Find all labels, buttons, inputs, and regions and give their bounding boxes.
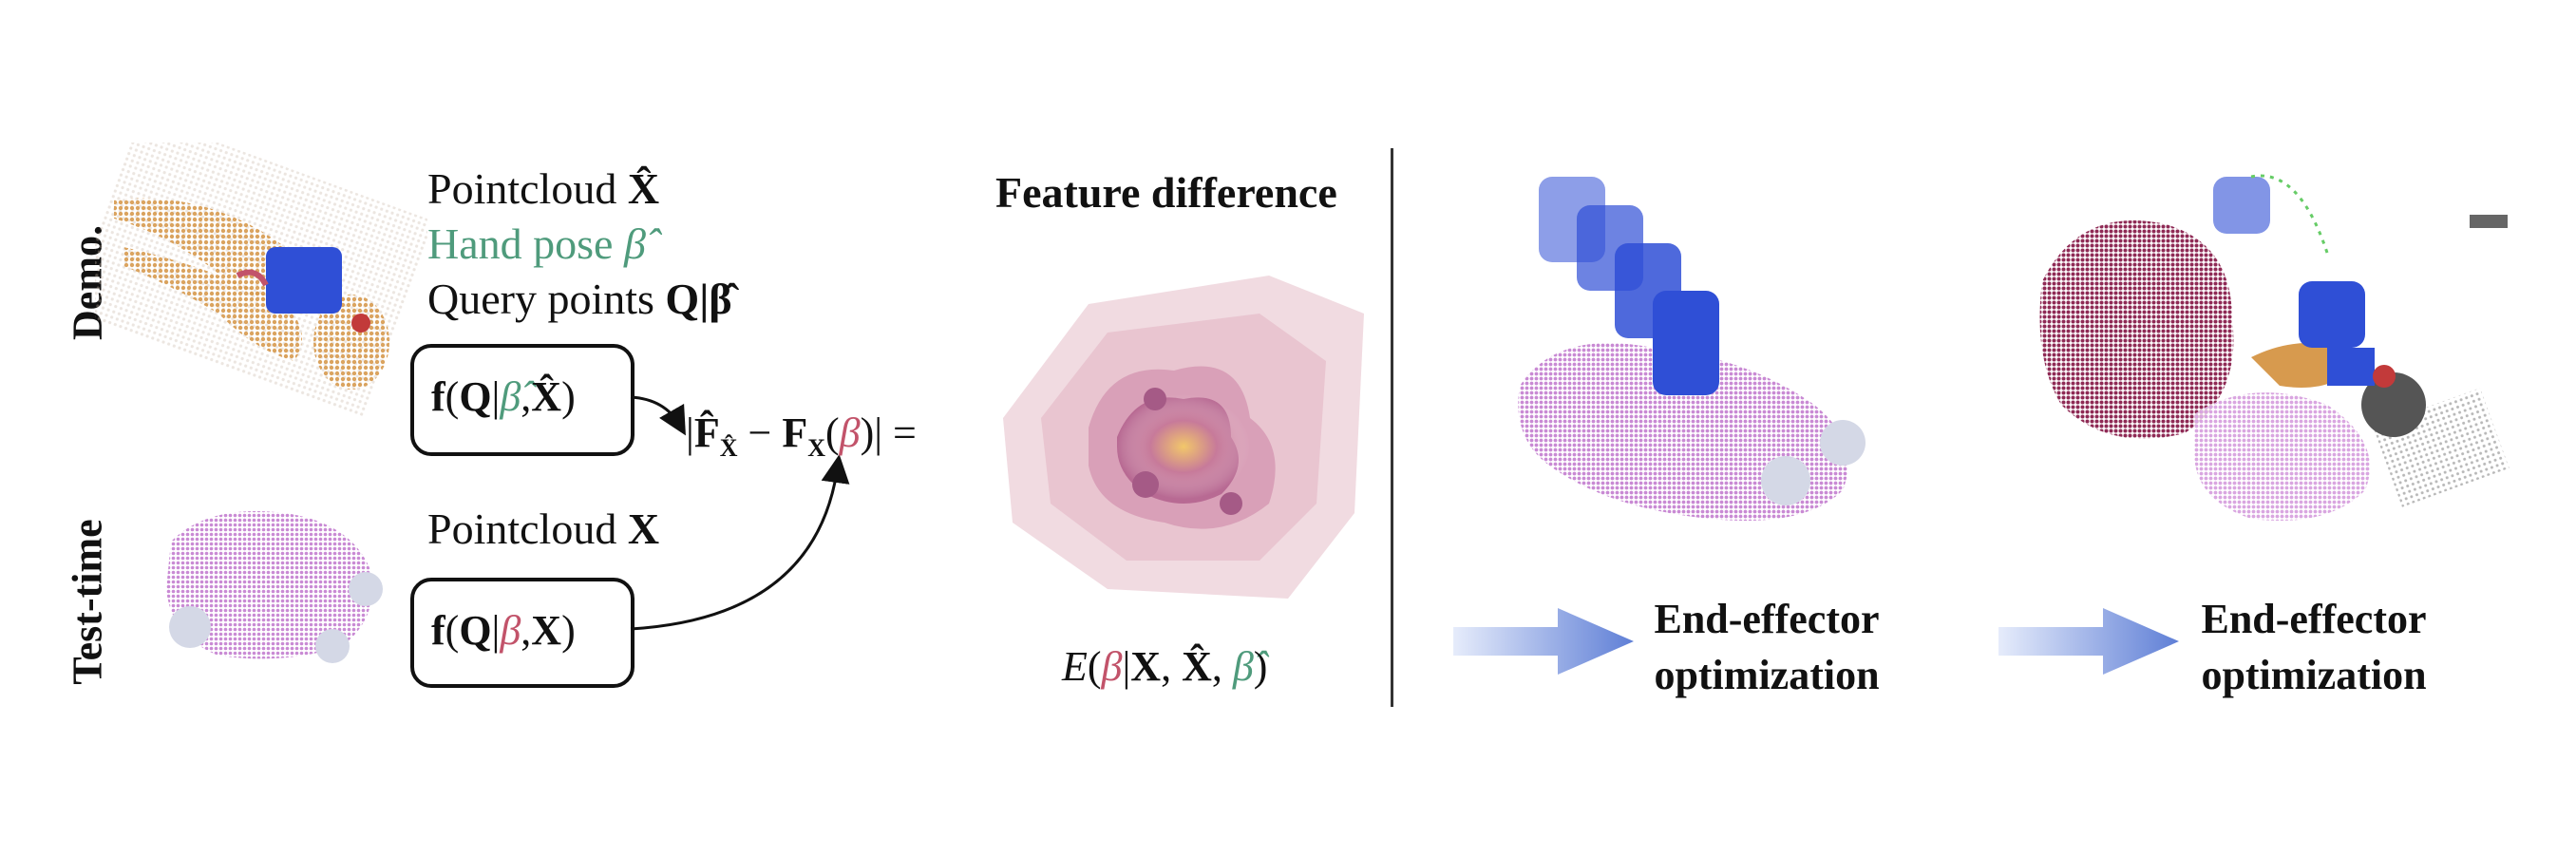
test-to-difference-arrow [630,454,850,631]
optimization-scene-2 [2039,174,2510,521]
test-pointcloud-image [166,511,383,663]
demo-pointcloud-image [95,143,427,418]
feature-difference-title: Feature difference [995,168,1337,217]
test-feature-expression: f(Q|β,X) [431,607,576,654]
optimization-arrow-1 [1453,608,1634,675]
optimization-arrow-2 [1998,608,2179,675]
feature-difference-volume [1003,276,1364,599]
test-pointcloud-label: Pointcloud X [427,505,660,553]
demo-feature-expression: f(Q|β̂,X̂) [431,373,576,420]
hand-pose-label: Hand pose β̂ [427,219,646,268]
demo-to-difference-arrow [630,395,686,436]
optimization-scene-1 [1518,177,1866,521]
query-points-label: Query points Q|β̂ [427,275,732,323]
demo-pointcloud-label: Pointcloud X̂ [427,164,660,213]
optimization-caption-1: End-effector optimization [1654,596,1880,699]
feature-difference-expression: |F̂X̂ − FX(β)| = [686,409,917,462]
energy-expression: E(β|X, X̂, β̂) [1062,643,1268,690]
optimization-caption-2: End-effector optimization [2201,596,2427,699]
test-feature-box [410,578,635,688]
section-divider [1391,148,1393,707]
demo-feature-box [410,344,635,456]
